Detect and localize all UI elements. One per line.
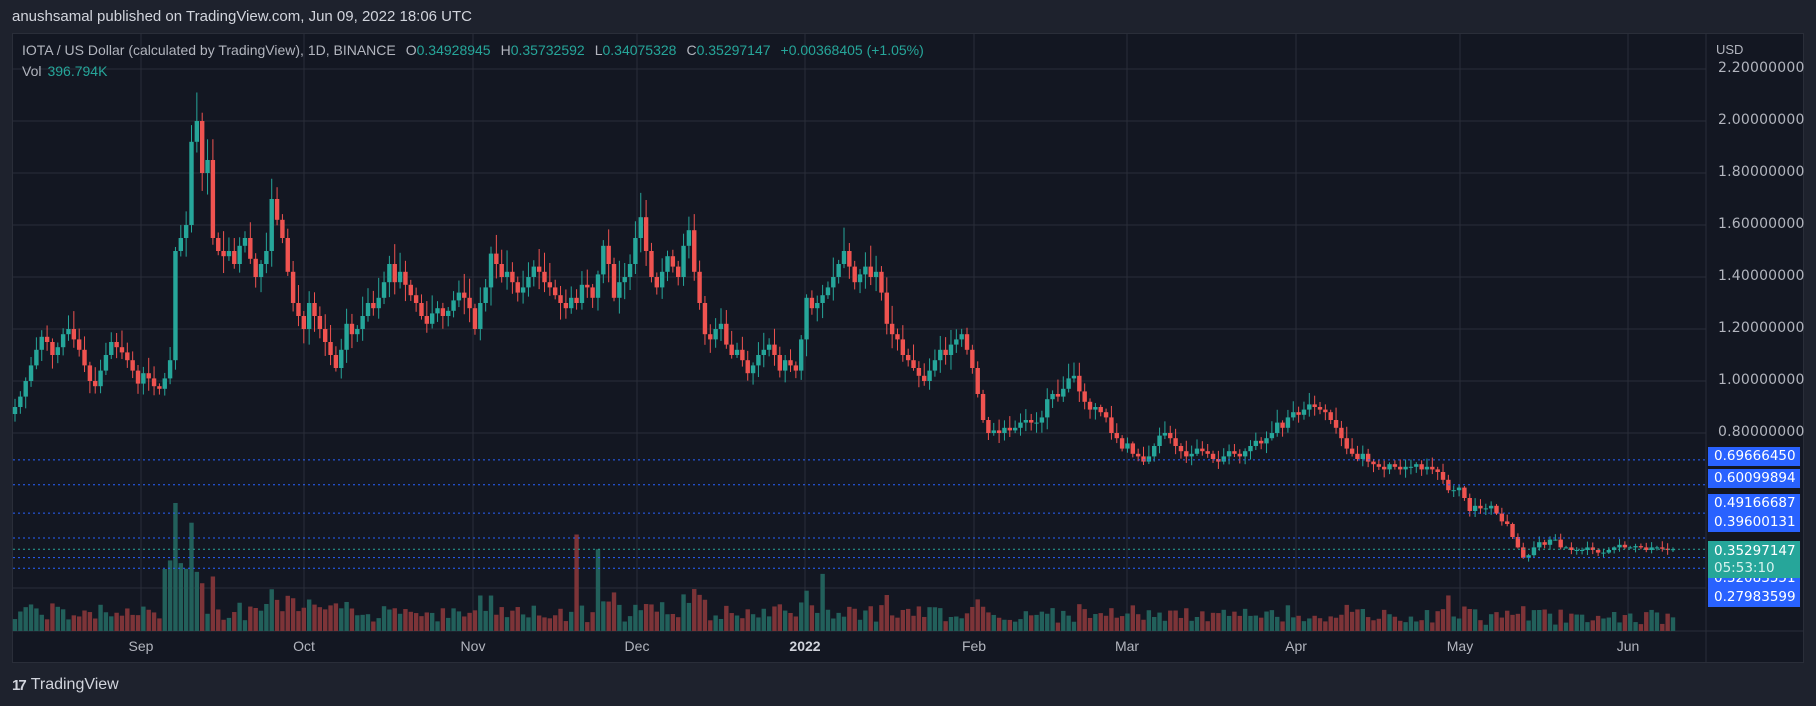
time-tick: Nov (460, 638, 486, 654)
time-tick: 2022 (789, 638, 821, 654)
price-tick: 1.80000000 (1718, 164, 1805, 180)
time-tick: Feb (961, 638, 987, 654)
tradingview-logo-icon: 17 (12, 676, 27, 694)
price-tick: 0.80000000 (1718, 424, 1805, 440)
price-tick: 2.20000000 (1718, 60, 1805, 76)
change-value: +0.00368405 (+1.05%) (780, 42, 924, 58)
time-tick: Sep (128, 638, 154, 654)
symbol-title: IOTA / US Dollar (calculated by TradingV… (22, 42, 396, 58)
tradingview-logo: 17 TradingView (12, 676, 119, 694)
price-level-badge: 0.60099894 (1708, 469, 1800, 488)
price-tick: 1.20000000 (1718, 320, 1805, 336)
price-level-badge: 0.27983599 (1708, 588, 1800, 607)
price-level-badge: 0.39600131 (1708, 513, 1800, 532)
time-tick: Oct (293, 638, 315, 654)
publish-info: anushsamal published on TradingView.com,… (12, 8, 473, 25)
close-value: 0.35297147 (696, 42, 771, 58)
time-tick: Apr (1285, 638, 1307, 654)
open-value: 0.34928945 (416, 42, 491, 58)
price-tick: 1.00000000 (1718, 372, 1805, 388)
current-price-badge: 0.35297147 05:53:10 (1708, 541, 1800, 578)
high-value: 0.35732592 (510, 42, 585, 58)
time-tick: Mar (1114, 638, 1140, 654)
price-level-badge: 0.69666450 (1708, 447, 1800, 466)
price-tick: 1.40000000 (1718, 268, 1805, 284)
time-tick: Dec (624, 638, 650, 654)
price-tick: 2.00000000 (1718, 112, 1805, 128)
price-tick: 1.60000000 (1718, 216, 1805, 232)
low-value: 0.34075328 (602, 42, 677, 58)
currency-label: USD (1716, 42, 1744, 57)
price-level-badge: 0.49166687 (1708, 494, 1800, 513)
volume-legend: Vol 396.794K (22, 63, 108, 79)
symbol-legend: IOTA / US Dollar (calculated by TradingV… (22, 42, 924, 58)
time-tick: May (1446, 638, 1474, 654)
volume-value: 396.794K (47, 63, 108, 79)
time-tick: Jun (1616, 638, 1640, 654)
